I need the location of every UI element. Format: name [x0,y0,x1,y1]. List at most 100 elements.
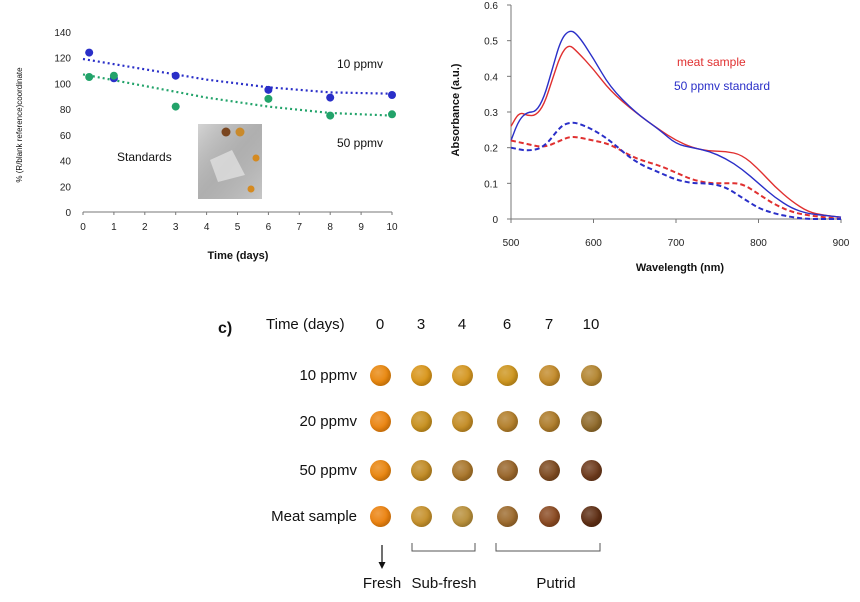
chart1-y-tick-label: 80 [60,105,72,116]
chart1-point [388,91,396,99]
row-label: 10 ppmv [299,367,357,384]
color-swatch [451,364,473,386]
day-header: 4 [458,316,466,333]
day-header: 0 [376,316,384,333]
chart2-x-tick-label: 800 [750,238,767,249]
color-swatch [410,410,432,432]
chart1-y-label: % (R/blank reference)coordinate [15,67,24,183]
panel-c-label: c) [218,320,232,337]
sub-fresh-bracket [411,543,476,552]
chart2-y-tick-label: 0 [492,215,498,226]
color-swatch [580,459,602,481]
day-header: 10 [583,316,600,333]
color-swatch [538,364,560,386]
chart1-y-tick-label: 140 [54,28,71,39]
chart1-y-tick-label: 60 [60,131,72,142]
chart1-x-tick-label: 0 [80,222,86,233]
chart1-x-tick-label: 2 [142,222,148,233]
category-putrid: Putrid [536,575,575,592]
chart1-point [264,85,273,94]
color-swatch [580,505,602,527]
chart2-series-1 [510,30,842,218]
color-swatch [538,410,560,432]
color-swatch [369,364,391,386]
chart1-point [326,111,335,120]
chart2-y-tick-label: 0.4 [484,72,498,83]
chart1-x-label: Time (days) [208,250,269,262]
chart2-x-tick-label: 700 [668,238,685,249]
row-label: 50 ppmv [299,462,357,479]
color-swatch [410,364,432,386]
chart-time-series: 0 1 2 3 4 5 6 7 8 9 10 0 20 40 60 80 100 120 140 Time (da… [15,28,398,262]
time-days-header: Time (days) [266,316,345,333]
chart2-y-tick-label: 0.1 [484,179,498,190]
chart2-x-tick-label: 500 [503,238,520,249]
chart2-y-tick-label: 0.5 [484,37,498,48]
chart1-x-tick-label: 4 [204,222,210,233]
chart1-point [171,102,180,111]
chart1-point [171,71,180,80]
chart2-y-tick-label: 0.2 [484,144,498,155]
chart2-legend-meat: meat sample [677,55,746,69]
chart1-y-tick-label: 20 [60,182,72,193]
color-swatch [451,410,473,432]
color-swatch [369,505,391,527]
chart1-point [326,93,335,102]
row-label: Meat sample [271,508,357,525]
chart2-legend-standard: 50 ppmv standard [674,79,770,93]
chart1-x-tick-label: 10 [386,222,398,233]
chart1-point [109,71,118,80]
color-swatch [496,459,518,481]
chart-absorbance-spectra: 500 600 700 800 900 0 0.1 0.2 0.3 0.4 0.5 0.6 Wave… [450,1,850,274]
day-header: 3 [417,316,425,333]
color-swatch [538,459,560,481]
chart1-y-tick-label: 120 [54,54,71,65]
chart1-x-tick-label: 9 [358,222,364,233]
panel-c-annotations: c) Time (days) 0 3 4 6 7 10 10 ppmv 20 ppmv 50 … [218,316,601,592]
chart1-label-50ppmv: 50 ppmv [337,136,383,150]
color-swatch [496,410,518,432]
chart1-x-tick-label: 3 [173,222,179,233]
row-label: 20 ppmv [299,413,357,430]
chart2-x-tick-label: 600 [585,238,602,249]
chart1-label-standards: Standards [117,150,172,164]
color-swatch [369,410,391,432]
category-fresh: Fresh [363,575,401,592]
chart1-x-tick-label: 7 [297,222,303,233]
color-swatch [369,459,391,481]
chart1-y-tick-label: 40 [60,157,72,168]
color-swatch [451,459,473,481]
chart2-series-3 [510,121,841,220]
chart1-y-tick-label: 0 [65,208,71,219]
chart1-x-tick-label: 6 [266,222,272,233]
color-swatch [538,505,560,527]
chart1-point [388,110,396,119]
color-swatch [410,505,432,527]
chart2-y-label: Absorbance (a.u.) [450,63,462,156]
day-header: 7 [545,316,553,333]
day-header: 6 [503,316,511,333]
color-swatch [451,505,473,527]
chart2-series-0 [510,45,842,218]
chart1-trendline-0 [82,57,393,95]
category-sub-fresh: Sub-fresh [411,575,476,592]
chart2-x-label: Wavelength (nm) [636,262,725,274]
chart2-y-tick-label: 0.3 [484,108,498,119]
standards-photo [198,124,262,199]
color-swatch [496,364,518,386]
chart1-point [85,73,94,81]
fresh-arrow-head [378,562,386,569]
chart1-x-tick-label: 5 [235,222,241,233]
chart2-x-tick-label: 900 [833,238,850,249]
color-swatch [580,410,602,432]
chart1-trendline-1 [82,73,393,117]
chart1-y-tick-label: 100 [54,79,71,90]
color-swatch [410,459,432,481]
color-swatch [580,364,602,386]
chart1-x-tick-label: 1 [111,222,117,233]
chart1-x-tick-label: 8 [327,222,333,233]
chart1-point [85,48,94,57]
chart2-series-2 [510,135,842,220]
color-swatch [496,505,518,527]
